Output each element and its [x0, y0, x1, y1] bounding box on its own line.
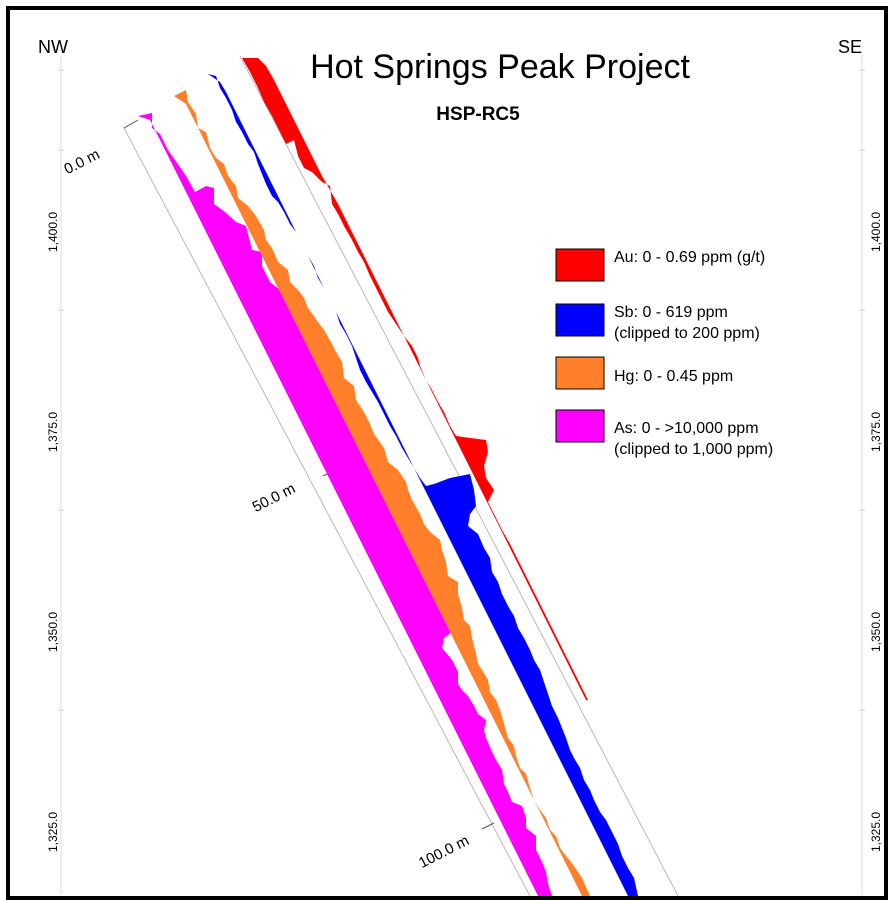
right-axis-ticks	[859, 69, 865, 711]
legend-label-as-clip: (clipped to 1,000 ppm)	[614, 441, 773, 458]
legend-swatch-sb	[555, 303, 605, 337]
elevation-label-left-1375: 1,375.0	[46, 412, 60, 452]
trace-line-au	[239, 55, 679, 897]
legend-swatch-au	[555, 248, 605, 282]
as-downhole-histogram	[138, 113, 552, 896]
left-axis-ticks	[58, 69, 64, 711]
elevation-label-right-1375: 1,375.0	[869, 412, 883, 452]
hole-id-subtitle: HSP-RC5	[436, 104, 520, 125]
sb-downhole-histogram	[208, 74, 638, 896]
legend-label-as: As: 0 - >10,000 ppm	[614, 420, 759, 437]
hg-downhole-histogram	[174, 90, 590, 896]
legend-label-hg: Hg: 0 - 0.45 ppm	[614, 368, 733, 385]
downhole-trace-lines	[123, 55, 679, 897]
trace-line-as	[123, 127, 531, 897]
elevation-label-left-1400: 1,400.0	[46, 212, 60, 252]
left-elevation-labels: 1,400.0 1,375.0 1,350.0 1,325.0	[46, 212, 60, 852]
legend: Au: 0 - 0.69 ppm (g/t) Sb: 0 - 619 ppm (…	[555, 248, 773, 458]
elevation-label-right-1400: 1,400.0	[869, 212, 883, 252]
legend-label-sb-clip: (clipped to 200 ppm)	[614, 325, 760, 342]
legend-swatch-hg	[555, 356, 605, 390]
legend-swatch-as	[555, 409, 605, 443]
legend-label-au: Au: 0 - 0.69 ppm (g/t)	[614, 249, 765, 266]
right-elevation-labels: 1,400.0 1,375.0 1,350.0 1,325.0	[869, 212, 883, 852]
legend-label-sb: Sb: 0 - 619 ppm	[614, 304, 728, 321]
elevation-label-right-1325: 1,325.0	[869, 812, 883, 852]
au-downhole-histogram	[242, 58, 588, 700]
elevation-label-right-1350: 1,350.0	[869, 612, 883, 652]
project-title: Hot Springs Peak Project	[310, 48, 690, 86]
elevation-label-left-1350: 1,350.0	[46, 612, 60, 652]
nw-label: NW	[38, 37, 68, 57]
se-label: SE	[838, 37, 862, 57]
elevation-label-left-1325: 1,325.0	[46, 812, 60, 852]
